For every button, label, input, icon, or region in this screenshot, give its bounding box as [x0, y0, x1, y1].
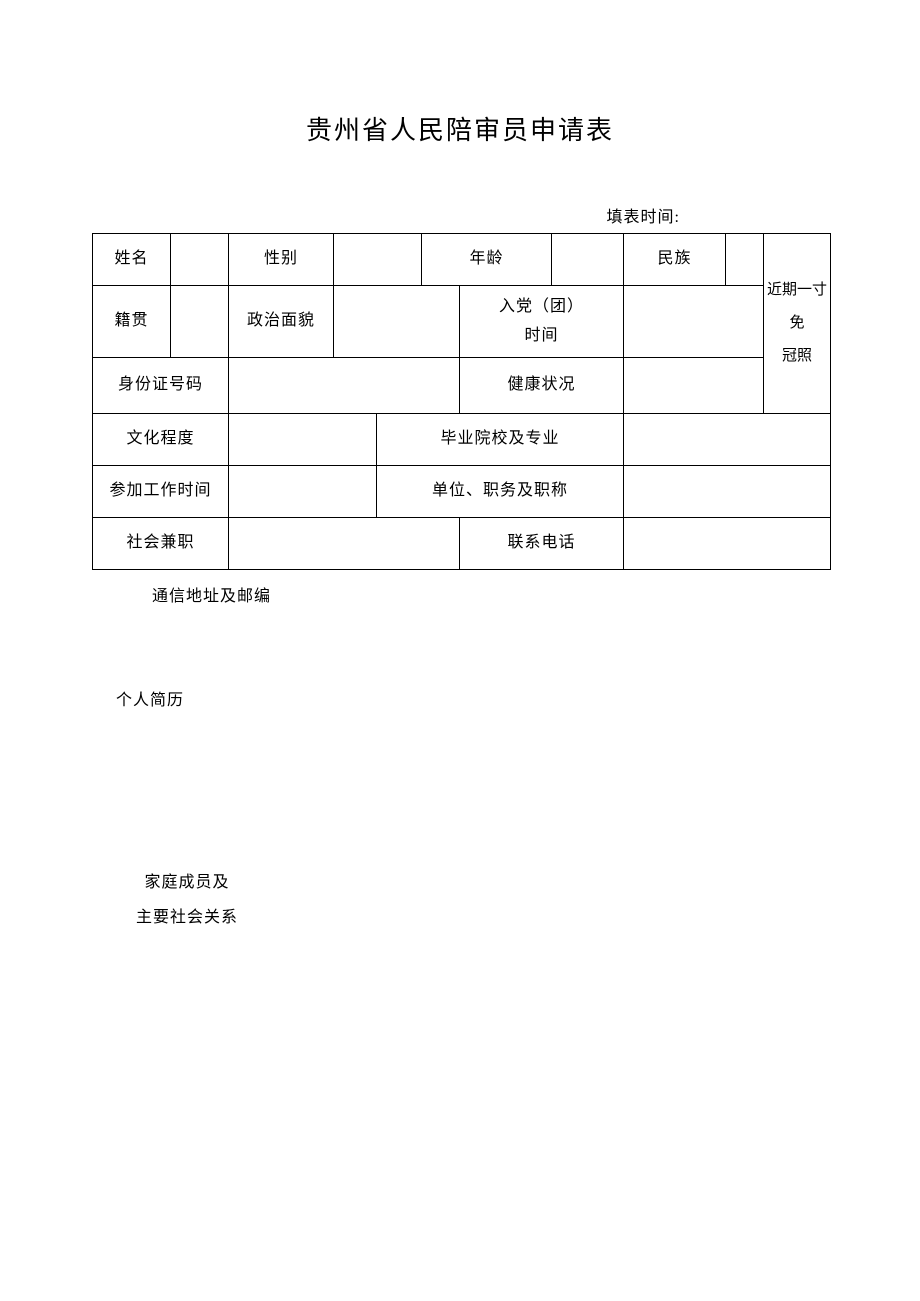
field-value [624, 414, 831, 466]
field-value [624, 518, 831, 570]
table-row: 文化程度 毕业院校及专业 [93, 414, 831, 466]
field-value [171, 286, 229, 358]
field-label: 文化程度 [93, 414, 229, 466]
field-label: 入党（团）时间 [460, 286, 624, 358]
address-label: 通信地址及邮编 [152, 582, 828, 606]
field-value [624, 286, 764, 358]
table-row: 籍贯政治面貌 入党（团）时间 [93, 286, 831, 358]
field-label: 联系电话 [460, 518, 624, 570]
field-label: 单位、职务及职称 [377, 466, 624, 518]
field-label: 民族 [624, 234, 726, 286]
field-value [624, 466, 831, 518]
field-value [229, 358, 460, 414]
field-value [171, 234, 229, 286]
field-label: 姓名 [93, 234, 171, 286]
field-label: 社会兼职 [93, 518, 229, 570]
family-label-line1: 家庭成员及 [144, 874, 229, 891]
table-row: 姓名性别年龄民族近期一寸免冠照 [93, 234, 831, 286]
field-label: 年龄 [422, 234, 552, 286]
field-label: 身份证号码 [93, 358, 229, 414]
field-value [229, 414, 377, 466]
application-form-table: 姓名性别年龄民族近期一寸免冠照籍贯政治面貌入党（团）时间身份证号码健康状况文化程… [92, 233, 831, 570]
photo-cell: 近期一寸免冠照 [764, 234, 831, 414]
field-value [552, 234, 624, 286]
field-label: 政治面貌 [229, 286, 334, 358]
family-label-line2: 主要社会关系 [136, 909, 238, 926]
field-value [229, 466, 377, 518]
field-value [334, 234, 422, 286]
field-label: 健康状况 [460, 358, 624, 414]
field-value [229, 518, 460, 570]
table-row: 参加工作时间 单位、职务及职称 [93, 466, 831, 518]
field-label: 籍贯 [93, 286, 171, 358]
fill-time-label: 填表时间: [92, 203, 828, 227]
field-label: 参加工作时间 [93, 466, 229, 518]
field-value [624, 358, 764, 414]
field-value [726, 234, 764, 286]
table-row: 社会兼职 联系电话 [93, 518, 831, 570]
page-title: 贵州省人民陪审员申请表 [92, 110, 828, 147]
resume-label: 个人简历 [116, 686, 828, 710]
field-label: 性别 [229, 234, 334, 286]
field-value [334, 286, 460, 358]
family-relations-label: 家庭成员及 主要社会关系 [122, 865, 252, 935]
below-table-section: 通信地址及邮编 个人简历 家庭成员及 主要社会关系 [92, 582, 828, 935]
field-label: 毕业院校及专业 [377, 414, 624, 466]
table-row: 身份证号码 健康状况 [93, 358, 831, 414]
